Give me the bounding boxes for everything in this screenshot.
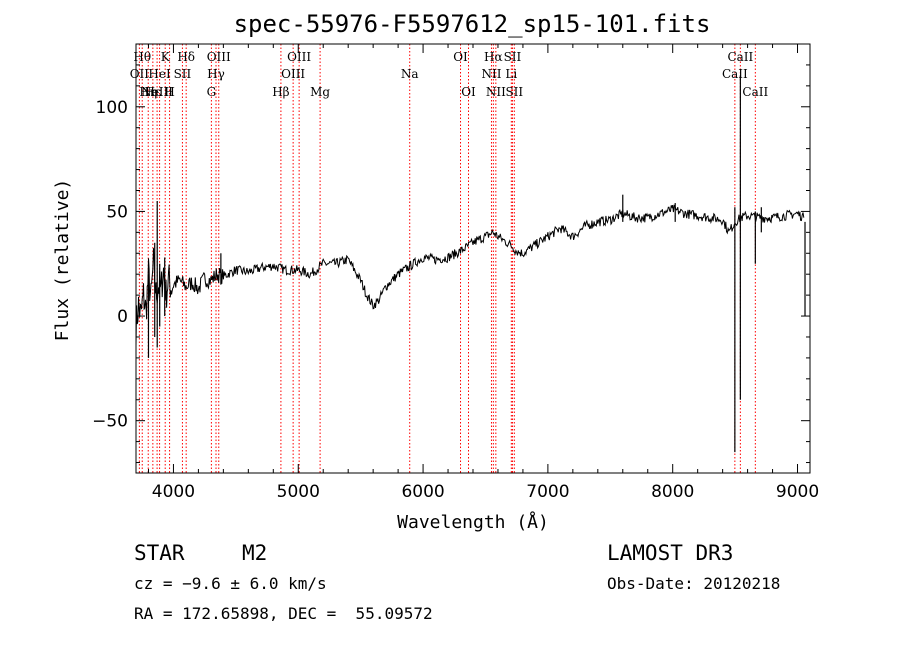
y-tick-label-100: 100 <box>96 98 128 118</box>
line-label-9: Hδ <box>177 50 195 64</box>
line-label-27: CaII <box>727 50 753 64</box>
line-label-4: NeIII <box>141 85 173 99</box>
line-label-28: CaII <box>742 85 768 99</box>
line-label-26: CaII <box>722 67 748 81</box>
x-tick-label-5000: 5000 <box>277 482 320 502</box>
line-label-19: OI <box>461 85 476 99</box>
axis-ticks: 4000 5000 6000 7000 8000 9000 −50 0 50 100 <box>92 43 819 502</box>
line-label-2: Hη <box>139 85 157 99</box>
class-label: STAR <box>134 541 185 565</box>
line-label-1: Hθ <box>133 50 151 64</box>
line-label-18: OI <box>453 50 468 64</box>
line-label-16: Mg <box>310 85 330 99</box>
coordinates: RA = 172.65898, DEC = 55.09572 <box>134 604 433 623</box>
x-tick-label-9000: 9000 <box>776 482 819 502</box>
line-labels: OIIHθHηHεNeIIIHeIKHSIIHδGHγOIIIHβOIIIOII… <box>130 50 769 99</box>
line-label-10: G <box>207 85 217 99</box>
spectrum-series <box>135 75 806 453</box>
obs-date: Obs-Date: 20120218 <box>607 574 781 593</box>
line-label-3: Hε <box>145 85 162 99</box>
subclass-label: M2 <box>242 541 268 565</box>
line-label-21: Hα <box>484 50 503 64</box>
cz-readout: cz = −9.6 ± 6.0 km/s <box>134 574 327 593</box>
spectrum-line <box>135 204 805 346</box>
chart-title: spec-55976-F5597612_sp15-101.fits <box>234 10 711 38</box>
line-label-13: Hβ <box>272 85 289 99</box>
line-label-5: HeI <box>148 67 171 81</box>
line-label-15: OIII <box>287 50 311 64</box>
line-label-8: SII <box>174 67 192 81</box>
x-tick-label-6000: 6000 <box>401 482 444 502</box>
survey-label: LAMOST DR3 <box>607 541 734 565</box>
line-label-14: OIII <box>281 67 305 81</box>
y-tick-label-0: 0 <box>117 307 128 327</box>
line-label-11: Hγ <box>207 67 225 81</box>
line-label-23: Li <box>505 67 517 81</box>
x-tick-label-4000: 4000 <box>152 482 195 502</box>
y-tick-label--50: −50 <box>92 412 128 432</box>
line-label-7: H <box>164 85 174 99</box>
y-tick-label-50: 50 <box>106 202 128 222</box>
y-axis-label: Flux (relative) <box>52 179 73 342</box>
line-label-20: NII <box>481 67 501 81</box>
line-label-6: K <box>161 50 171 64</box>
line-label-24: SII <box>504 50 522 64</box>
line-label-12: OIII <box>207 50 231 64</box>
x-axis-label: Wavelength (Å) <box>397 511 549 533</box>
line-markers <box>138 44 756 473</box>
plot-frame <box>135 43 811 474</box>
line-label-25: SII <box>505 85 523 99</box>
line-label-17: Na <box>401 67 419 81</box>
x-tick-label-8000: 8000 <box>651 482 694 502</box>
line-label-0: OII <box>130 67 150 81</box>
x-tick-label-7000: 7000 <box>526 482 569 502</box>
line-label-22: NII <box>486 85 506 99</box>
